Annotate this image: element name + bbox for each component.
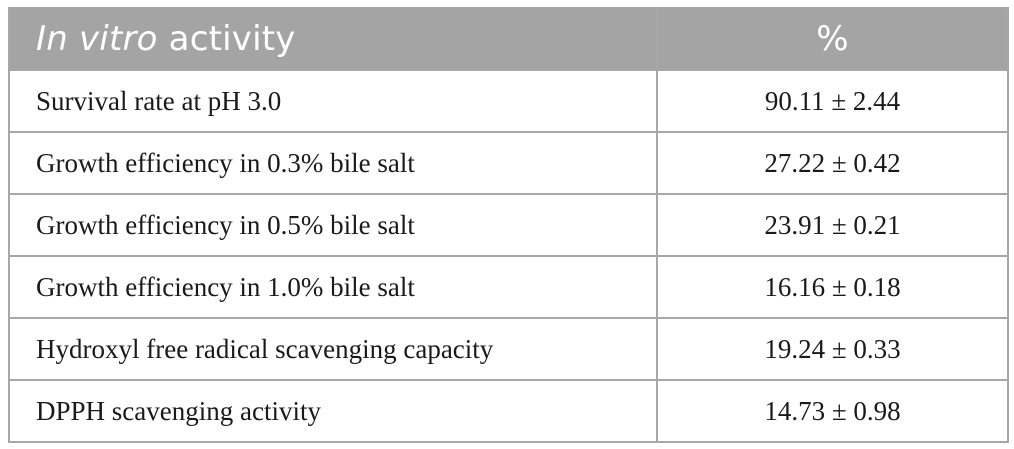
table-row: Growth efficiency in 0.5% bile salt 23.9…: [8, 193, 1009, 257]
row-label: DPPH scavenging activity: [8, 379, 658, 443]
row-label: Growth efficiency in 1.0% bile salt: [8, 255, 658, 319]
row-value: 14.73 ± 0.98: [656, 379, 1009, 443]
header-activity-rest: activity: [157, 19, 296, 59]
header-activity: In vitro activity: [8, 7, 658, 71]
in-vitro-activity-table: In vitro activity % Survival rate at pH …: [8, 7, 1009, 443]
row-value: 90.11 ± 2.44: [656, 69, 1009, 133]
table-row: Growth efficiency in 1.0% bile salt 16.1…: [8, 255, 1009, 319]
table-row: Hydroxyl free radical scavenging capacit…: [8, 317, 1009, 381]
table-body: Survival rate at pH 3.0 90.11 ± 2.44 Gro…: [8, 69, 1009, 443]
table-row: Growth efficiency in 0.3% bile salt 27.2…: [8, 131, 1009, 195]
table-row: Survival rate at pH 3.0 90.11 ± 2.44: [8, 69, 1009, 133]
row-value: 19.24 ± 0.33: [656, 317, 1009, 381]
row-value: 23.91 ± 0.21: [656, 193, 1009, 257]
row-label: Growth efficiency in 0.5% bile salt: [8, 193, 658, 257]
header-activity-italic: In vitro: [36, 19, 158, 59]
table-row: DPPH scavenging activity 14.73 ± 0.98: [8, 379, 1009, 443]
header-percent: %: [656, 7, 1009, 71]
table-header: In vitro activity %: [8, 7, 1009, 71]
row-value: 27.22 ± 0.42: [656, 131, 1009, 195]
row-label: Hydroxyl free radical scavenging capacit…: [8, 317, 658, 381]
data-table-container: In vitro activity % Survival rate at pH …: [8, 7, 1009, 443]
row-label: Growth efficiency in 0.3% bile salt: [8, 131, 658, 195]
header-row: In vitro activity %: [8, 7, 1009, 71]
row-value: 16.16 ± 0.18: [656, 255, 1009, 319]
row-label: Survival rate at pH 3.0: [8, 69, 658, 133]
